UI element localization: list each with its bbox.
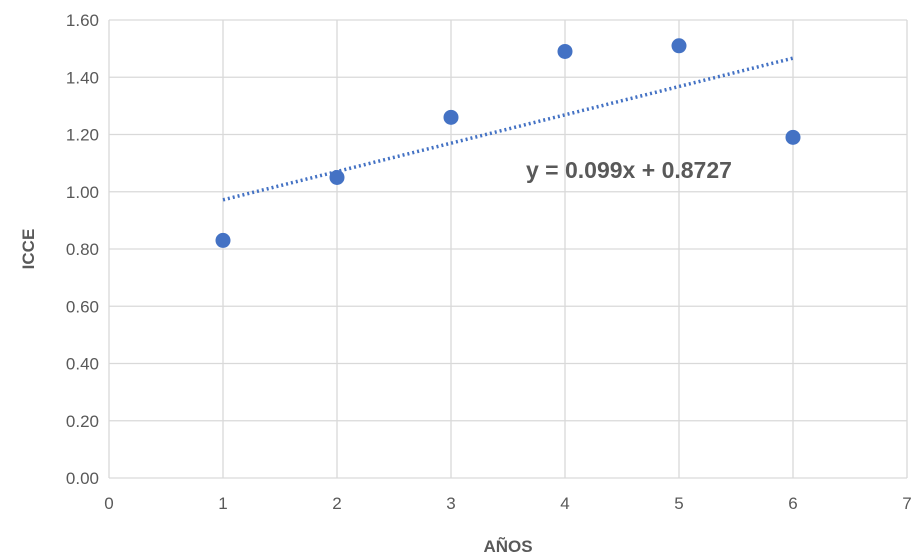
data-point — [329, 169, 345, 185]
x-tick-label: 3 — [446, 494, 455, 513]
y-tick-label: 1.20 — [66, 126, 99, 145]
y-tick-label: 1.00 — [66, 183, 99, 202]
y-tick-label: 1.40 — [66, 68, 99, 87]
x-axis-title: AÑOS — [483, 536, 532, 556]
data-point — [557, 43, 573, 59]
y-tick-label: 0.80 — [66, 240, 99, 259]
trendline-equation: y = 0.099x + 0.8727 — [526, 157, 732, 183]
y-tick-label: 0.60 — [66, 297, 99, 316]
data-point — [443, 109, 459, 125]
y-axis-title: ICCE — [19, 229, 38, 270]
data-point — [215, 232, 231, 248]
x-tick-label: 4 — [560, 494, 569, 513]
y-tick-label: 0.40 — [66, 355, 99, 374]
data-point — [785, 129, 801, 145]
x-tick-label: 7 — [902, 494, 911, 513]
y-tick-label: 0.20 — [66, 412, 99, 431]
tick-labels: 0.00 0.20 0.40 0.60 0.80 1.00 1.20 1.40 1.60 0 1 2 3… — [66, 11, 912, 513]
y-tick-label: 1.60 — [66, 11, 99, 30]
grid-lines — [108, 19, 908, 479]
x-tick-label: 5 — [674, 494, 683, 513]
data-point — [671, 38, 687, 54]
y-tick-label: 0.00 — [66, 469, 99, 488]
x-tick-label: 6 — [788, 494, 797, 513]
x-tick-label: 0 — [104, 494, 113, 513]
x-tick-label: 2 — [332, 494, 341, 513]
data-points — [215, 38, 801, 248]
x-tick-label: 1 — [218, 494, 227, 513]
